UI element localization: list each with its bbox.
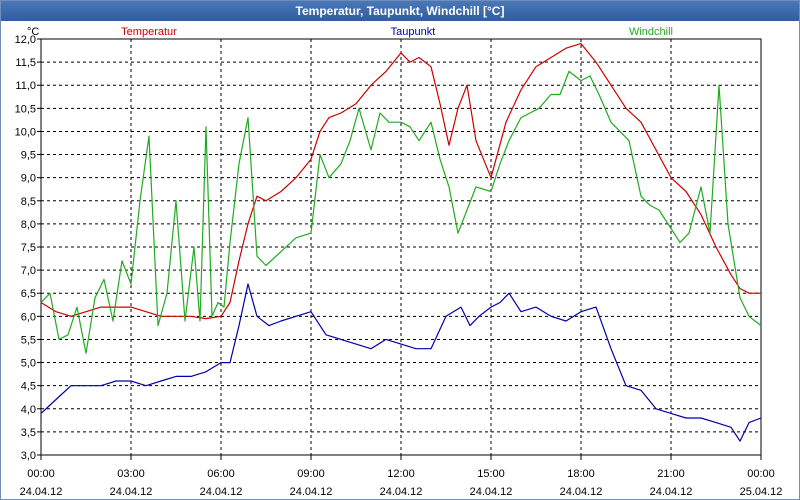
x-tick-time: 18:00 bbox=[567, 468, 595, 480]
y-tick-label: 11,5 bbox=[15, 57, 36, 69]
y-tick-label: 10,0 bbox=[15, 126, 36, 138]
x-tick-date: 24.04.12 bbox=[110, 486, 153, 498]
x-tick-date: 24.04.12 bbox=[470, 486, 513, 498]
y-tick-label: 9,5 bbox=[21, 150, 36, 162]
y-axis-unit: °C bbox=[27, 26, 39, 38]
x-tick-time: 06:00 bbox=[207, 468, 235, 480]
x-tick-date: 24.04.12 bbox=[380, 486, 423, 498]
x-tick-date: 25.04.12 bbox=[740, 486, 783, 498]
x-tick-date: 24.04.12 bbox=[200, 486, 243, 498]
x-tick-time: 21:00 bbox=[657, 468, 685, 480]
chart-canvas: 12,0 11,5 11,0 10,5 10,0 9,5 9,0 8,5 8,0 7,5 7,0 6,… bbox=[15, 26, 783, 498]
x-tick-time: 03:00 bbox=[117, 468, 145, 480]
y-tick-label: 4,0 bbox=[21, 404, 36, 416]
y-tick-label: 6,5 bbox=[21, 288, 36, 300]
y-tick-label: 5,5 bbox=[21, 334, 36, 346]
window-title: Temperatur, Taupunkt, Windchill [°C] bbox=[1, 1, 799, 21]
y-tick-label: 8,0 bbox=[21, 219, 36, 231]
y-tick-label: 12,0 bbox=[15, 34, 36, 46]
y-tick-label: 10,5 bbox=[15, 103, 36, 115]
x-tick-time: 00:00 bbox=[747, 468, 775, 480]
series-line-temperatur bbox=[40, 43, 761, 320]
y-tick-label: 5,0 bbox=[21, 358, 36, 370]
x-tick-time: 00:00 bbox=[27, 468, 55, 480]
series-line-windchill bbox=[40, 70, 762, 354]
y-tick-label: 7,5 bbox=[21, 242, 36, 254]
legend-windchill: Windchill bbox=[629, 26, 673, 38]
y-tick-label: 3,0 bbox=[21, 450, 36, 462]
x-tick-date: 24.04.12 bbox=[650, 486, 693, 498]
y-tick-label: 11,0 bbox=[15, 80, 36, 92]
x-tick-time: 15:00 bbox=[477, 468, 505, 480]
x-tick-date: 24.04.12 bbox=[290, 486, 333, 498]
legend-temperatur: Temperatur bbox=[121, 26, 177, 38]
x-tick-date: 24.04.12 bbox=[560, 486, 603, 498]
y-tick-label: 3,5 bbox=[21, 427, 36, 439]
x-tick-time: 12:00 bbox=[387, 468, 415, 480]
y-tick-label: 7,0 bbox=[21, 265, 36, 277]
x-tick-date: 24.04.12 bbox=[20, 486, 63, 498]
y-tick-label: 6,0 bbox=[21, 311, 36, 323]
series-line-taupunkt bbox=[40, 283, 762, 442]
y-tick-label: 8,5 bbox=[21, 196, 36, 208]
legend-taupunkt: Taupunkt bbox=[391, 26, 436, 38]
y-tick-label: 4,5 bbox=[21, 381, 36, 393]
y-tick-label: 9,0 bbox=[21, 173, 36, 185]
x-tick-time: 09:00 bbox=[297, 468, 325, 480]
